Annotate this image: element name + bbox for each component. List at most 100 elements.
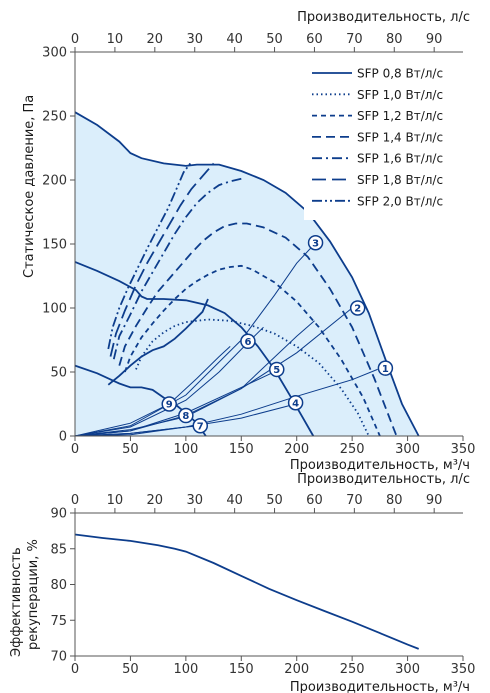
marker-6 <box>240 333 256 350</box>
top-x2-axis-label: Производительность, л/с <box>297 10 470 25</box>
series-line-1 <box>74 111 420 437</box>
top-x-tick-label: 350 <box>451 442 476 457</box>
bottom-series-lines <box>74 533 420 650</box>
bottom-x-tick-label: 100 <box>173 662 198 677</box>
legend-label: SFP 1,4 Вт/л/с <box>357 130 443 144</box>
bottom-axes: 0 50 100 150 200 250 300 350 0 10 20 30 40 50 60 70 80 90… <box>50 493 475 677</box>
marker-8 <box>178 407 194 424</box>
bottom-x2-tick-label: 60 <box>306 493 323 508</box>
marker-3 <box>307 234 324 251</box>
top-x-tick-label: 0 <box>71 442 79 457</box>
series-line-3 <box>124 264 381 437</box>
marker-2 <box>349 300 366 316</box>
top-x-tick-label: 150 <box>229 442 254 457</box>
legend-label: SFP 1,2 Вт/л/с <box>357 109 443 123</box>
bottom-x-tick-label: 0 <box>71 662 79 677</box>
top-x2-tick-label: 20 <box>147 32 164 47</box>
bottom-y-tick-label: 90 <box>50 507 67 522</box>
top-x-tick-label: 250 <box>340 442 365 457</box>
bottom-x2-tick-label: 50 <box>266 493 283 508</box>
bottom-x-tick-label: 200 <box>284 662 309 677</box>
top-x-tick-label: 50 <box>122 442 139 457</box>
legend-label: SFP 1,6 Вт/л/с <box>357 152 443 166</box>
bottom-chart: 0 50 100 150 200 250 300 350 0 10 20 30 40 50 60 70 80 90… <box>9 472 475 693</box>
marker-1 <box>377 360 394 376</box>
marker-7 <box>192 418 209 434</box>
legend-label: SFP 0,8 Вт/л/с <box>357 67 443 81</box>
top-x2-tick-label: 40 <box>226 32 243 47</box>
bottom-y-tick-label: 80 <box>50 578 67 593</box>
bottom-y-tick-label: 85 <box>50 542 67 557</box>
top-series-lines <box>74 111 420 437</box>
series-line-7 <box>107 162 192 350</box>
bottom-y-axis-label-line2: рекуперации, % <box>26 539 41 650</box>
series-line-6 <box>109 162 215 357</box>
top-x-tick-label: 200 <box>284 442 309 457</box>
bottom-x2-tick-label: 20 <box>147 493 164 508</box>
top-y-tick-label: 50 <box>50 366 67 381</box>
legend: SFP 0,8 Вт/л/с SFP 1,0 Вт/л/с SFP 1,2 Вт/л… <box>304 60 458 220</box>
bottom-x2-axis-label: Производительность, л/с <box>297 472 470 487</box>
marker-5 <box>269 361 285 378</box>
marker-label-9: 9 <box>166 400 173 411</box>
operating-area <box>75 112 419 436</box>
top-markers: 1 2 3 4 5 6 789 <box>161 234 394 434</box>
marker-label-4: 4 <box>292 398 299 409</box>
marker-label-1: 1 <box>382 364 389 375</box>
top-x-tick-label: 300 <box>395 442 420 457</box>
bottom-y-tick-label: 75 <box>50 614 67 629</box>
marker-4 <box>287 394 304 411</box>
top-x-axis-label: Производительность, м³/ч <box>290 458 470 473</box>
top-y-tick-label: 200 <box>42 174 67 189</box>
top-x2-tick-label: 60 <box>306 32 323 47</box>
top-x2-tick-label: 90 <box>426 32 443 47</box>
top-y-tick-label: 100 <box>42 302 67 317</box>
top-x2-tick-label: 50 <box>266 32 283 47</box>
bottom-x2-tick-label: 10 <box>107 493 124 508</box>
top-x2-tick-label: 10 <box>107 32 124 47</box>
efficiency-line <box>74 533 420 650</box>
series-line-5 <box>112 177 242 360</box>
bottom-x-axis-label: Производительность, м³/ч <box>290 680 470 693</box>
bottom-x2-tick-label: 40 <box>226 493 243 508</box>
top-y-tick-label: 300 <box>42 46 67 61</box>
legend-label: SFP 2,0 Вт/л/с <box>357 194 443 208</box>
bottom-x2-tick-label: 70 <box>346 493 363 508</box>
bottom-x2-tick-label: 80 <box>386 493 403 508</box>
marker-label-8: 8 <box>182 411 189 422</box>
marker-label-6: 6 <box>244 337 251 348</box>
bottom-x-tick-label: 50 <box>122 662 139 677</box>
bottom-x-tick-label: 300 <box>395 662 420 677</box>
legend-label: SFP 1,0 Вт/л/с <box>357 88 443 102</box>
bottom-x2-tick-label: 0 <box>71 493 79 508</box>
top-y-tick-label: 0 <box>59 430 67 445</box>
top-y-tick-label: 250 <box>42 110 67 125</box>
legend-box <box>304 60 458 220</box>
marker-label-7: 7 <box>197 421 204 432</box>
marker-label-5: 5 <box>273 365 280 376</box>
marker-label-2: 2 <box>354 304 361 315</box>
top-x-tick-label: 100 <box>173 442 198 457</box>
bottom-x-tick-label: 250 <box>340 662 365 677</box>
bottom-x-tick-label: 150 <box>229 662 254 677</box>
top-x2-tick-label: 70 <box>346 32 363 47</box>
top-x2-tick-label: 80 <box>386 32 403 47</box>
bottom-x2-tick-label: 90 <box>426 493 443 508</box>
top-x2-tick-label: 30 <box>186 32 203 47</box>
bottom-y-axis-label-line1: Эффективность <box>9 547 24 657</box>
marker-label-3: 3 <box>312 238 319 249</box>
bottom-x2-tick-label: 30 <box>186 493 203 508</box>
bottom-y-tick-label: 70 <box>50 650 67 665</box>
system-curve-9 <box>74 346 231 437</box>
top-chart: 1 2 3 4 5 6 789 0 50 100 150 200 250 300 350 0 10 20 30 40… <box>22 10 475 473</box>
top-y-axis-label: Статическое давление, Па <box>22 95 37 278</box>
series-line-4 <box>118 222 398 437</box>
legend-label: SFP 1,8 Вт/л/с <box>357 173 443 187</box>
system-curve-8 <box>74 320 315 437</box>
lower-curve <box>74 261 315 437</box>
top-x2-tick-label: 0 <box>71 32 79 47</box>
bottom-x-tick-label: 350 <box>451 662 476 677</box>
marker-9 <box>161 396 177 412</box>
